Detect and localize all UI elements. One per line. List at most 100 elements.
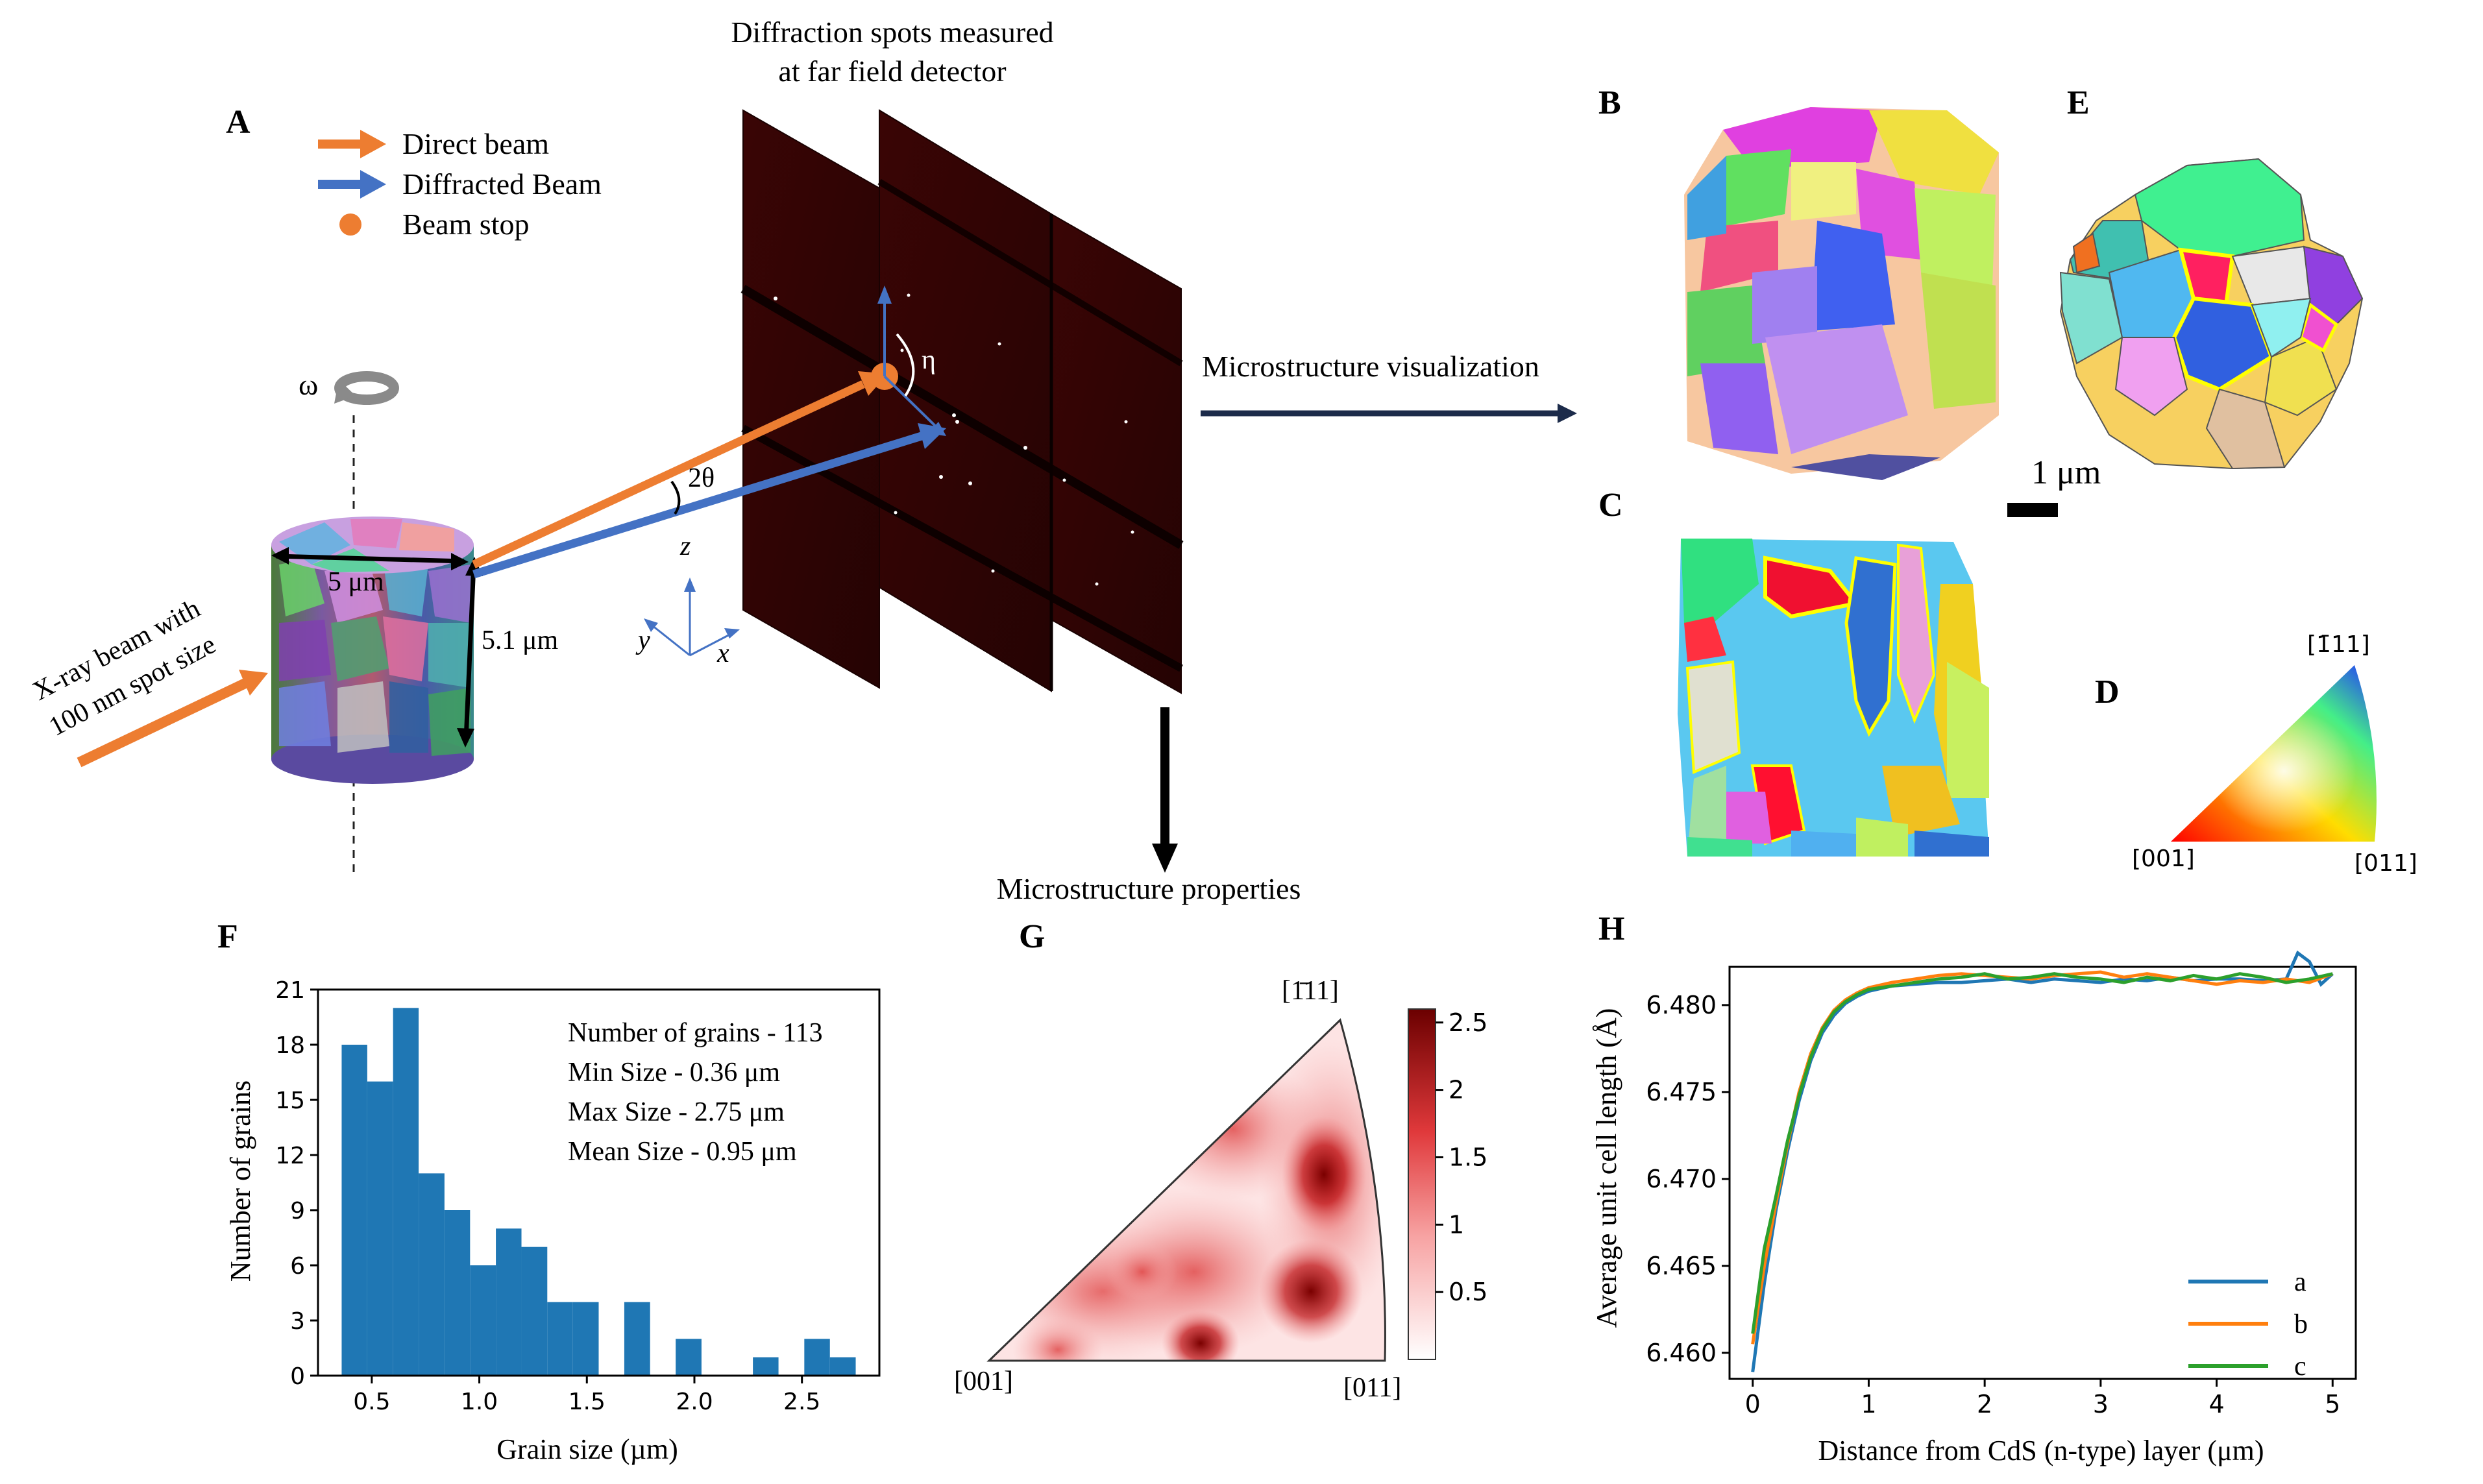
grain-volume-render bbox=[1684, 107, 1999, 480]
legend-label-c: c bbox=[2294, 1352, 2306, 1381]
detector-title-line2: at far field detector bbox=[778, 55, 1006, 88]
legend-beam-stop-label: Beam stop bbox=[402, 208, 529, 241]
height-dimension-line bbox=[463, 564, 476, 740]
stat-min-size: Min Size - 0.36 μm bbox=[568, 1058, 780, 1088]
histogram-x-tick-label: 2.5 bbox=[783, 1389, 820, 1415]
line-chart-x-tick-label: 0 bbox=[1745, 1390, 1761, 1418]
histogram-bar bbox=[547, 1302, 573, 1376]
eta-axis-arrow-diag-icon bbox=[928, 422, 946, 436]
line-chart-x-tick-label: 3 bbox=[2093, 1390, 2109, 1418]
histogram-y-axis-label: Number of grains bbox=[225, 1080, 256, 1282]
histogram-bar bbox=[496, 1228, 522, 1376]
far-field-detector bbox=[740, 109, 1184, 694]
histogram-bar bbox=[624, 1302, 650, 1376]
panel-f: F 0.5 1.0 1.5 2.0 2.5 0 3 6 9 12 15 18 21 Number of … bbox=[217, 918, 881, 1465]
two-theta-label: 2θ bbox=[688, 463, 715, 493]
panel-label-e: E bbox=[2067, 84, 2090, 121]
omega-label: ω bbox=[299, 368, 318, 401]
stat-max-size: Max Size - 2.75 μm bbox=[568, 1097, 785, 1127]
histogram-bar bbox=[367, 1081, 393, 1376]
histogram-y-tick-label: 0 bbox=[290, 1363, 305, 1390]
panel-label-f: F bbox=[217, 918, 238, 955]
series-line-b bbox=[1751, 970, 2334, 1344]
pole-figure-boundary bbox=[986, 1018, 1386, 1362]
width-label: 5 μm bbox=[328, 567, 384, 597]
histogram-x-tick-label: 0.5 bbox=[353, 1389, 390, 1415]
detector-title-line1: Diffraction spots measured bbox=[731, 16, 1053, 49]
width-dimension-line bbox=[275, 553, 465, 564]
histogram-y-tick-label: 18 bbox=[275, 1032, 305, 1059]
panel-a-legend: Direct beam Diffracted Beam Beam stop bbox=[318, 127, 602, 241]
scale-bar-label: 1 μm bbox=[2031, 454, 2101, 491]
legend-label-a: a bbox=[2294, 1267, 2306, 1297]
colorbar-tick-label: 2 bbox=[1449, 1076, 1464, 1104]
line-chart-y-tick-label: 6.465 bbox=[1646, 1252, 1717, 1280]
microstructure-properties-label: Microstructure properties bbox=[997, 872, 1301, 905]
grain-slice-side-view bbox=[1678, 539, 1989, 857]
legend-direct-beam-arrow-icon bbox=[360, 130, 386, 158]
colorbar-tick-label: 0.5 bbox=[1449, 1278, 1487, 1306]
line-chart-frame bbox=[1728, 966, 2357, 1380]
axis-z-label: z bbox=[679, 531, 691, 561]
line-chart-x-tick-label: 1 bbox=[1861, 1390, 1876, 1418]
histogram-y-tick-label: 21 bbox=[275, 977, 305, 1004]
series-line-a bbox=[1751, 950, 2334, 1372]
histogram-bar bbox=[804, 1339, 830, 1376]
colorbar-ticks: 0.5 1 1.5 2 2.5 bbox=[1436, 1008, 1487, 1306]
colorbar-tick-label: 2.5 bbox=[1449, 1008, 1487, 1037]
coordinate-axes bbox=[644, 578, 740, 657]
panel-g: G [1̄11] [001] [011] 0.5 1 1.5 2 2.5 bbox=[954, 918, 1487, 1403]
histogram-x-tick-label: 2.0 bbox=[676, 1389, 713, 1415]
panel-c: C bbox=[1598, 487, 1989, 857]
colorbar bbox=[1408, 1008, 1436, 1360]
histogram-bar bbox=[753, 1357, 779, 1376]
visualization-arrow-head-icon bbox=[1558, 404, 1577, 423]
panel-b: B bbox=[1598, 84, 1999, 480]
panel-label-b: B bbox=[1598, 84, 1621, 121]
panel-label-c: C bbox=[1598, 487, 1623, 524]
line-chart-legend: abc bbox=[2188, 1267, 2308, 1381]
colorbar-tick-label: 1.5 bbox=[1449, 1143, 1487, 1171]
panel-h: H 0 1 2 3 4 5 6.460 6.465 6.470 6.475 6.480 abc Di… bbox=[1591, 910, 2357, 1466]
histogram-bar bbox=[829, 1357, 856, 1376]
grain-slice-top-view bbox=[2059, 158, 2364, 470]
line-chart-series bbox=[1751, 950, 2334, 1372]
line-chart-axes: 0 1 2 3 4 5 6.460 6.465 6.470 6.475 6.480 bbox=[1646, 966, 2357, 1418]
line-chart-x-tick-label: 5 bbox=[2325, 1390, 2340, 1418]
legend-beam-stop-icon bbox=[339, 213, 361, 236]
line-chart-x-tick-label: 2 bbox=[1977, 1390, 1992, 1418]
incoming-beam-arrow-icon bbox=[239, 670, 268, 696]
line-chart-y-tick-label: 6.470 bbox=[1646, 1165, 1717, 1193]
panel-label-g: G bbox=[1019, 918, 1045, 955]
colorbar-tick-label: 1 bbox=[1449, 1210, 1464, 1239]
line-chart-y-tick-label: 6.480 bbox=[1646, 991, 1717, 1019]
histogram-bar bbox=[419, 1173, 445, 1376]
histogram-bar bbox=[470, 1265, 496, 1376]
histogram-x-tick-label: 1.5 bbox=[569, 1389, 605, 1415]
stat-number-of-grains: Number of grains - 113 bbox=[568, 1018, 823, 1048]
histogram-frame bbox=[317, 988, 881, 1377]
line-chart-x-tick-label: 4 bbox=[2208, 1390, 2224, 1418]
pole-figure-right-label: [011] bbox=[1343, 1373, 1401, 1403]
eta-axis-arrow-up-icon bbox=[877, 286, 892, 304]
legend-label-b: b bbox=[2294, 1309, 2308, 1339]
histogram-bar bbox=[521, 1247, 548, 1376]
line-chart-y-tick-label: 6.475 bbox=[1646, 1078, 1717, 1106]
histogram-axes: 0.5 1.0 1.5 2.0 2.5 0 3 6 9 12 15 18 21 bbox=[275, 977, 881, 1415]
histogram-bar bbox=[444, 1210, 471, 1376]
panel-e: E 1 μm bbox=[2007, 84, 2364, 517]
two-theta-arc bbox=[670, 480, 681, 515]
width-arrow-right-icon bbox=[451, 553, 469, 570]
ipf-key-left-label: [001] bbox=[2132, 845, 2195, 872]
eta-diagonal-axis bbox=[883, 375, 942, 433]
scale-bar bbox=[2007, 503, 2058, 517]
histogram-x-tick-label: 1.0 bbox=[461, 1389, 498, 1415]
stat-mean-size: Mean Size - 0.95 μm bbox=[568, 1137, 797, 1167]
axis-y-label: y bbox=[635, 626, 650, 655]
histogram-bars bbox=[341, 1008, 856, 1376]
microstructure-visualization-label: Microstructure visualization bbox=[1202, 350, 1539, 383]
panel-label-h: H bbox=[1598, 910, 1624, 947]
ipf-key-top-label: [1̄11] bbox=[2307, 631, 2370, 658]
legend-diffracted-beam-label: Diffracted Beam bbox=[402, 167, 602, 201]
